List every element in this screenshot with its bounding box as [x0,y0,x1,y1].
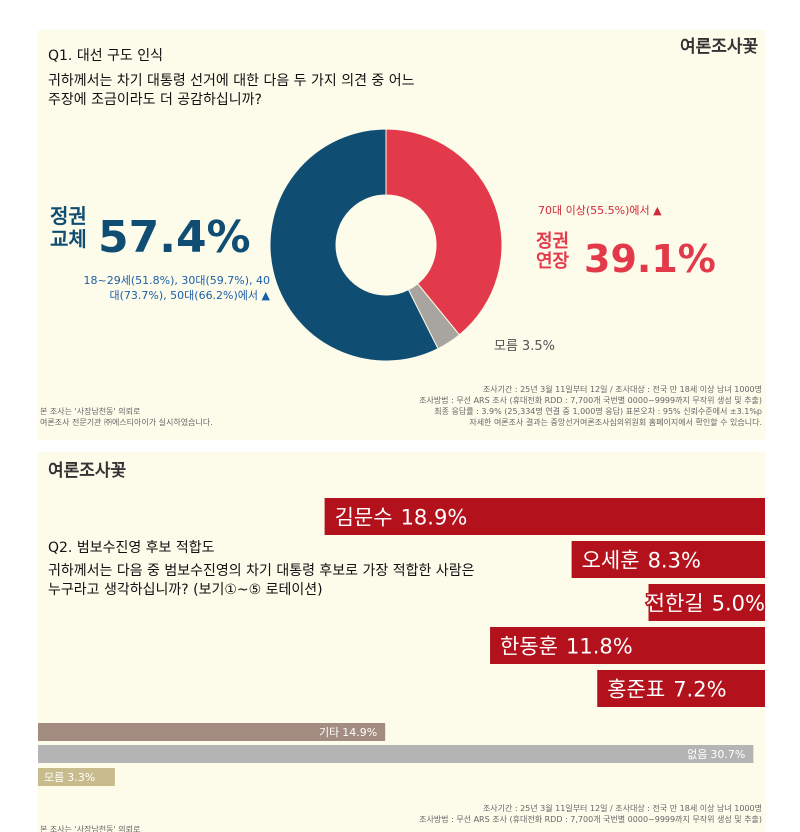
bar [490,627,765,664]
value-label: 8.3% [648,549,701,573]
bar [571,541,765,578]
category-name: 오세훈 [582,549,640,573]
footnote: 조사방법 : 무선 ARS 조사 (휴대전화 RDD : 7,700개 국번별 … [419,814,762,824]
panel-1 [38,30,766,440]
value-label: 14.9% [342,726,377,739]
footnote: 본 조사는 '사장남천동' 의뢰로 [40,824,140,832]
category-name: 기타 [319,726,339,739]
bar [597,670,765,707]
q1-subtitle: 귀하께서는 차기 대통령 선거에 대한 다음 두 가지 의견 중 어느 주장에 … [48,73,415,108]
footnote: 조사기간 : 25년 3월 11일부터 12일 / 조사대상 : 전국 만 18… [483,803,762,813]
value-label: 30.7% [710,748,745,761]
category-name: 전한길 [646,592,704,616]
footnote: 조사기간 : 25년 3월 11일부터 12일 / 조사대상 : 전국 만 18… [483,384,762,394]
q1-title: Q1. 대선 구도 인식 [48,48,163,64]
bar [38,768,115,786]
bar-label: 김문수 18.9% [335,506,468,530]
footnote: 최종 응답률 : 3.9% (25,334명 연결 중 1,000명 응답) 표… [434,406,762,416]
annotation: 18~29세(51.8%), 30대(59.7%), 40대(73.7%), 5… [83,274,271,302]
logo: 여론조사꽃 [48,461,127,481]
value-label: 57.4% [98,212,251,263]
value-label: 39.1% [584,237,716,281]
donut-slice [385,128,503,336]
category-name: 홍준표 [607,678,665,702]
value-label: 3.3% [67,771,95,784]
bar-label: 오세훈 8.3% [582,549,701,573]
value-label: 11.8% [566,635,633,659]
footnote: 본 조사는 '사장남천동' 의뢰로 [40,406,140,416]
bar-label: 전한길 5.0% [646,592,765,616]
bar [38,745,754,763]
bar-label: 없음 30.7% [687,748,745,761]
bar-label: 홍준표 7.2% [607,678,726,702]
value-label: 7.2% [673,678,726,702]
category-label: 정권 교체 [50,204,87,251]
logo: 여론조사꽃 [680,37,759,57]
category-name: 모름 [44,771,64,784]
bar [38,723,386,741]
bar-label: 기타 14.9% [319,726,377,739]
category-name: 없음 [687,748,707,761]
q2-subtitle: 귀하께서는 다음 중 범보수진영의 차기 대통령 후보로 가장 적합한 사람은 … [48,563,475,598]
value-label: 5.0% [712,592,765,616]
value-label: 18.9% [401,506,468,530]
category-name: 모름 [494,339,518,354]
footnote: 자세한 여론조사 결과는 중앙선거여론조사심의위원회 홈페이지에서 확인할 수 … [469,417,762,427]
footnote: 여론조사 전문기관 ㈜에스티아이가 실시하였습니다. [40,417,213,427]
bar [324,498,765,535]
category-label: 모름 3.5% [494,339,555,354]
q2-title: Q2. 범보수진영 후보 적합도 [48,540,215,556]
category-name: 한동훈 [500,635,558,659]
category-label: 정권 연장 [536,231,570,272]
value-label: 3.5% [522,339,555,354]
footnote: 조사방법 : 무선 ARS 조사 (휴대전화 RDD : 7,700개 국번별 … [419,395,762,405]
bar-label: 한동훈 11.8% [500,635,633,659]
bar [648,584,765,621]
annotation: 70대 이상(55.5%)에서 ▲ [538,204,662,217]
donut-slice [269,128,439,362]
category-name: 김문수 [335,506,393,530]
bar-label: 모름 3.3% [44,771,95,784]
